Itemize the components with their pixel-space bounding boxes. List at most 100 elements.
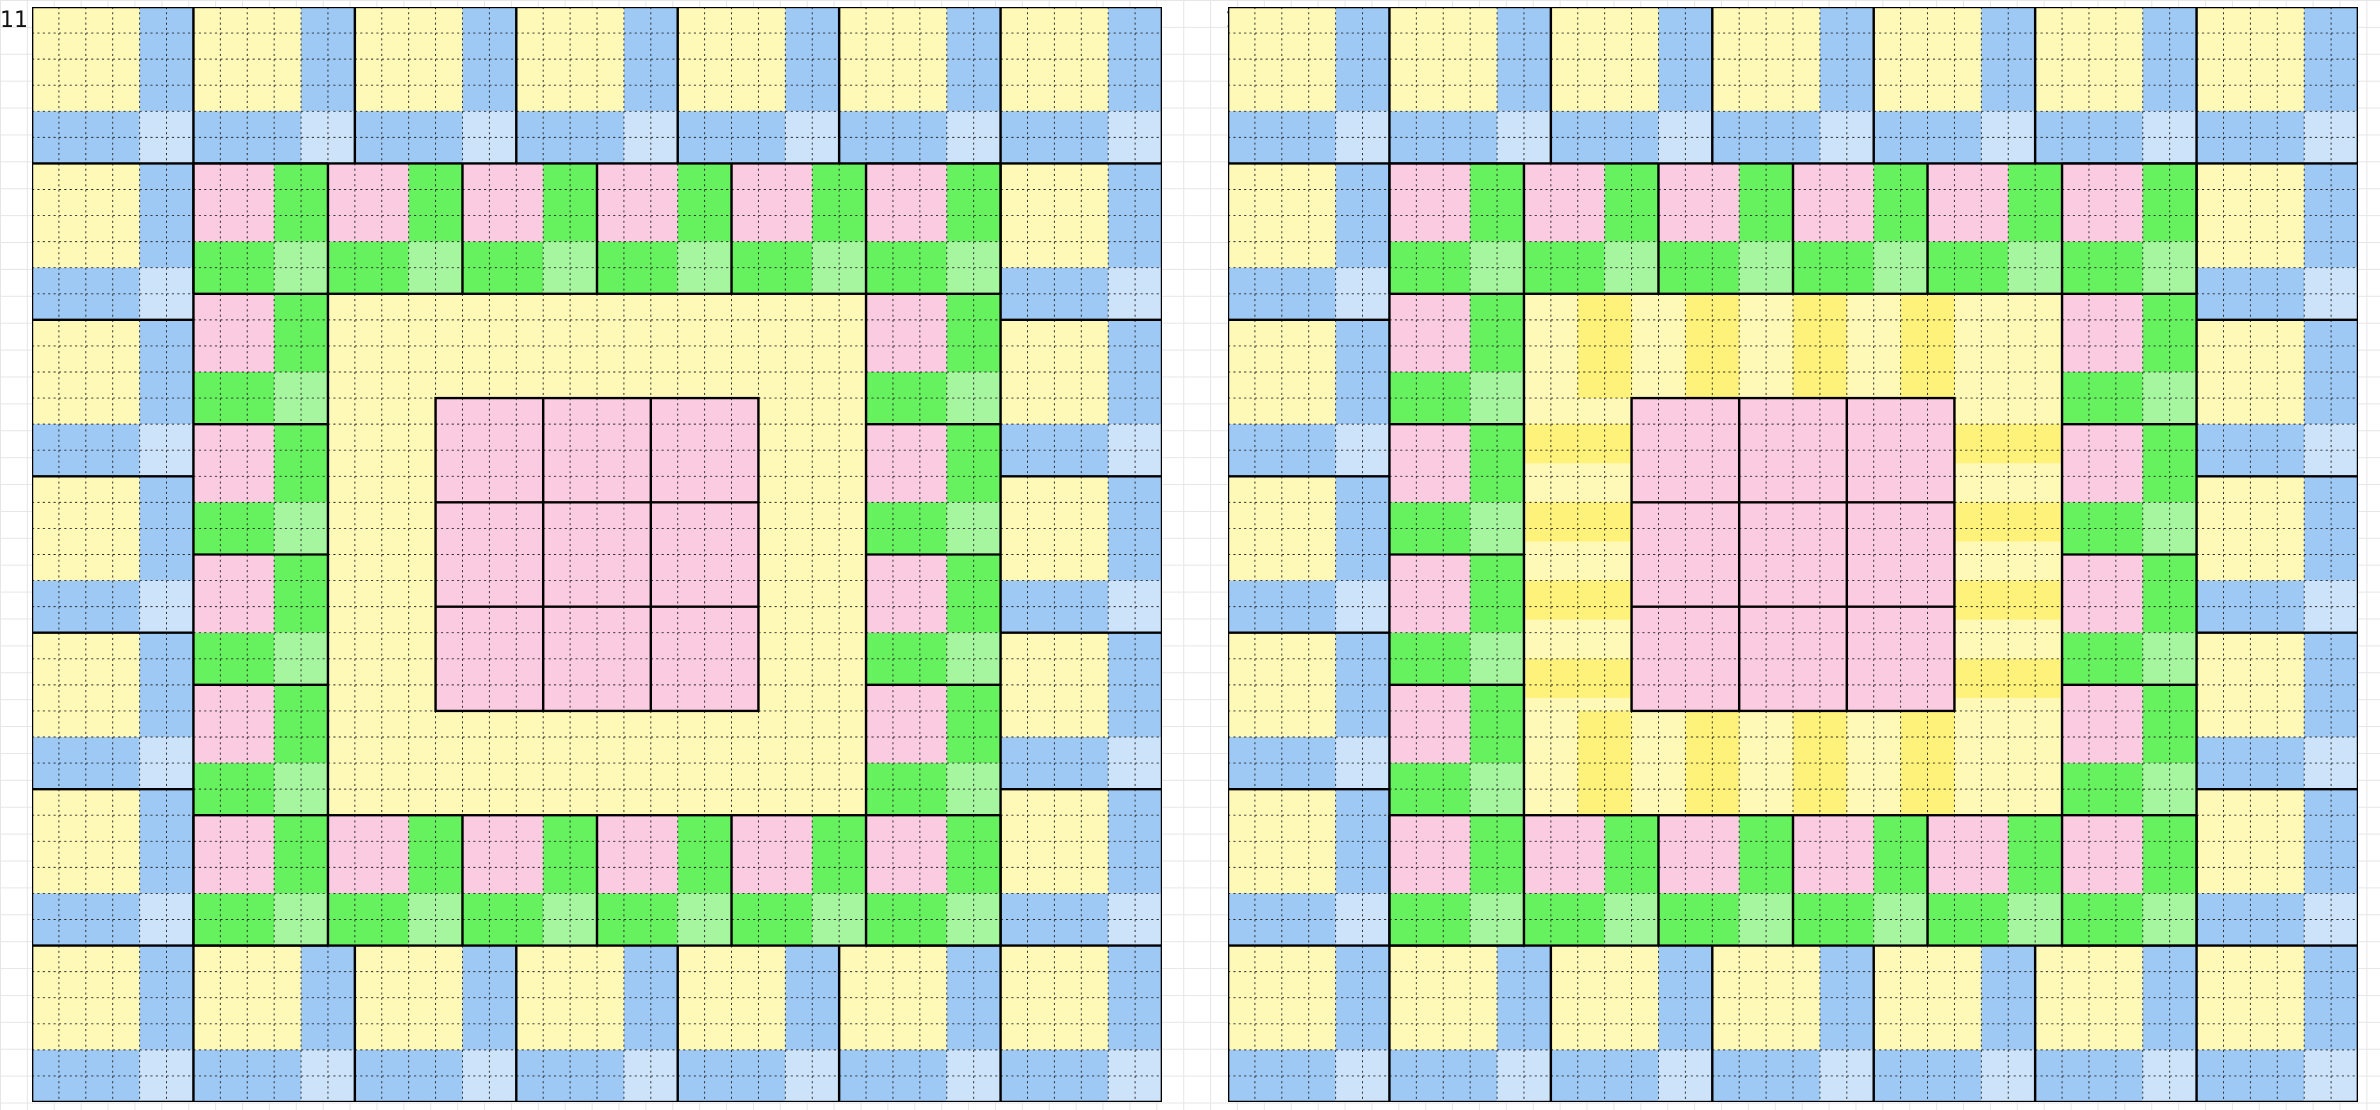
quilt-patch — [543, 163, 597, 242]
quilt-patch — [193, 372, 275, 425]
quilt-patch — [1873, 163, 1928, 242]
quilt-patch — [462, 893, 544, 946]
quilt-patch — [1523, 163, 1605, 242]
quilt-patch — [1739, 815, 1793, 894]
quilt-patch — [193, 554, 275, 633]
quilt-patch — [1389, 763, 1471, 816]
quilt-patch — [1389, 632, 1471, 685]
quilt-patch — [327, 241, 409, 294]
quilt-patch — [327, 163, 409, 242]
quilt-patch — [193, 424, 275, 503]
quilt-patch — [274, 424, 328, 503]
quilt-patch — [193, 163, 275, 242]
quilt-patch — [274, 293, 328, 372]
quilt-patch — [866, 763, 947, 816]
quilt-patch — [2008, 815, 2063, 894]
quilt-patch — [1389, 424, 1471, 503]
quilt-patch — [866, 241, 947, 294]
quilt-patch — [2142, 684, 2197, 764]
quilt-patch — [1927, 163, 2009, 242]
quilt-patch — [462, 815, 544, 894]
quilt-patch — [597, 163, 678, 242]
quilt-patch — [1470, 293, 1524, 372]
quilt-patch — [1604, 815, 1659, 894]
quilt-patch — [1793, 163, 1874, 242]
quilt-patch — [946, 424, 1001, 503]
quilt-patch — [946, 554, 1001, 633]
quilt-patch — [866, 372, 947, 425]
quilt-patch — [2062, 241, 2143, 294]
quilt-patch — [2062, 763, 2143, 816]
quilt-patch — [812, 163, 867, 242]
quilt-patch — [2008, 163, 2063, 242]
quilt-patch — [1604, 163, 1659, 242]
quilt-patch — [1793, 241, 1874, 294]
quilt-patch — [1927, 815, 2009, 894]
quilt-patch — [866, 424, 947, 503]
quilt-patch — [2142, 293, 2197, 372]
quilt-patch — [2062, 632, 2143, 685]
block-outlines — [32, 7, 1162, 1102]
quilt-patch — [193, 502, 275, 555]
quilt-patch — [193, 893, 275, 946]
quilt-patch — [866, 502, 947, 555]
quilt-patch — [677, 815, 732, 894]
quilt-patch — [1389, 372, 1471, 425]
quilt-patch — [866, 632, 947, 685]
quilt-patch — [866, 815, 947, 894]
quilt-patch — [274, 554, 328, 633]
quilt-patch — [193, 815, 275, 894]
quilt-panel-12 — [1228, 7, 2358, 1102]
quilt-panel-11 — [32, 7, 1162, 1102]
quilt-patch — [1470, 815, 1524, 894]
quilt-patch — [731, 241, 813, 294]
quilt-patch — [2142, 163, 2197, 242]
quilt-patch — [1873, 815, 1928, 894]
quilt-patch — [1389, 815, 1471, 894]
quilt-patch — [2062, 554, 2143, 633]
quilt-patch — [866, 163, 947, 242]
quilt-patch — [1658, 815, 1740, 894]
quilt-patch — [597, 241, 678, 294]
quilt-patch — [1389, 554, 1471, 633]
quilt-patch — [408, 815, 463, 894]
quilt-patch — [193, 241, 275, 294]
quilt-patch — [597, 893, 678, 946]
quilt-patch — [2142, 554, 2197, 633]
quilt-patch — [327, 893, 409, 946]
quilt-patch — [1739, 163, 1793, 242]
quilt-patch — [946, 684, 1001, 764]
quilt-patch — [1470, 163, 1524, 242]
quilt-patch — [2062, 502, 2143, 555]
quilt-patch — [1658, 163, 1740, 242]
quilt-patch — [2142, 424, 2197, 503]
quilt-patch — [274, 163, 328, 242]
quilt-patch — [1389, 293, 1471, 372]
quilt-patch — [462, 241, 544, 294]
quilt-patch — [2062, 163, 2143, 242]
quilt-patch — [812, 815, 867, 894]
quilt-patch — [731, 893, 813, 946]
quilt-patch — [462, 163, 544, 242]
quilt-patch — [866, 293, 947, 372]
quilt-patch — [1927, 893, 2009, 946]
quilt-patch — [597, 815, 678, 894]
quilt-patch — [274, 684, 328, 764]
quilt-patch — [2062, 372, 2143, 425]
quilt-patch — [274, 815, 328, 894]
quilt-patch — [1389, 684, 1471, 764]
block-outlines — [1228, 7, 2358, 1102]
quilt-patch — [1389, 163, 1471, 242]
quilt-patch — [1389, 502, 1471, 555]
quilt-patch — [1470, 684, 1524, 764]
quilt-patch — [2062, 293, 2143, 372]
quilt-patch — [193, 293, 275, 372]
quilt-patch — [1470, 554, 1524, 633]
quilt-patch — [866, 893, 947, 946]
quilt-patch — [2062, 893, 2143, 946]
quilt-patch — [543, 815, 597, 894]
quilt-patch — [408, 163, 463, 242]
quilt-patch — [2142, 763, 2197, 816]
quilt-patch — [2142, 815, 2197, 894]
quilt-patch — [1793, 815, 1874, 894]
